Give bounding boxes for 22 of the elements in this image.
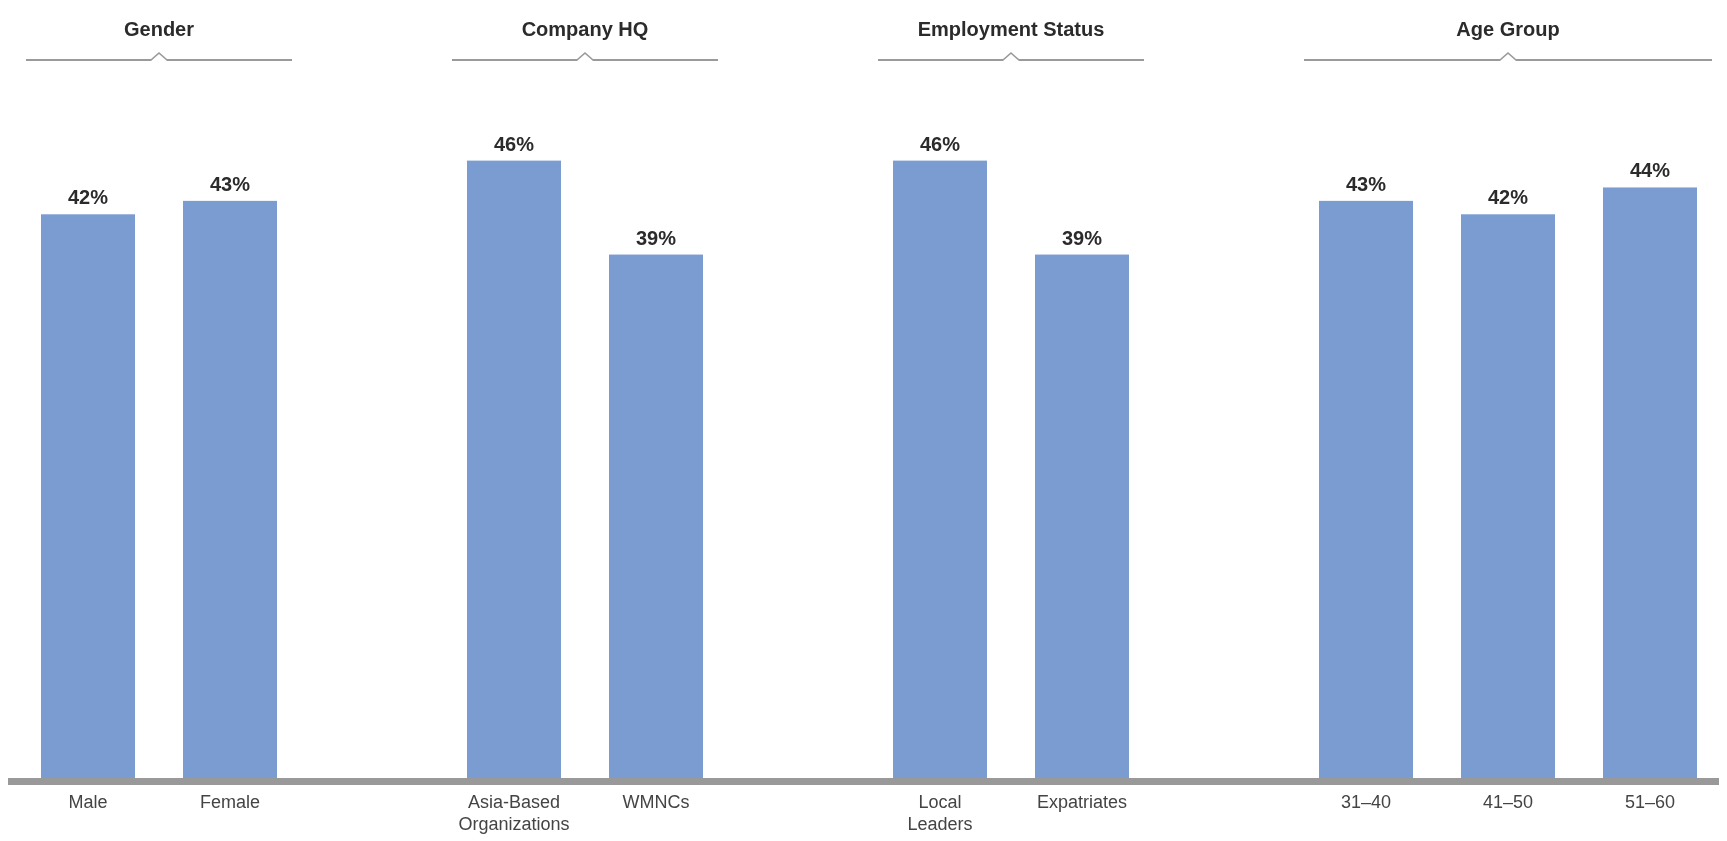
x-tick-label: 31–40 [1340, 792, 1392, 812]
data-label: 42% [1487, 186, 1529, 209]
x-tick-label: Local Leaders [907, 792, 973, 834]
data-label: 46% [919, 132, 961, 155]
data-label: 46% [493, 132, 535, 155]
chart-title: Company HQ [521, 18, 649, 40]
x-tick-label: 51–60 [1624, 792, 1676, 812]
data-label: 44% [1629, 159, 1671, 182]
chart-title: Employment Status [917, 18, 1105, 40]
chart-title: Gender [123, 18, 195, 40]
x-tick-label: WMNCs [622, 792, 690, 812]
data-label: 42% [67, 186, 109, 209]
x-tick-label: Female [199, 792, 261, 812]
data-label: 43% [209, 172, 251, 195]
data-label: 39% [1061, 226, 1103, 249]
x-tick-label: Expatriates [1036, 792, 1128, 812]
x-tick-label: Asia-Based Organizations [458, 792, 570, 834]
chart-title: Age Group [1456, 18, 1560, 40]
x-tick-label: 41–50 [1482, 792, 1534, 812]
data-label: 43% [1345, 172, 1387, 195]
x-tick-label: Male [68, 792, 108, 812]
data-label: 39% [635, 226, 677, 249]
